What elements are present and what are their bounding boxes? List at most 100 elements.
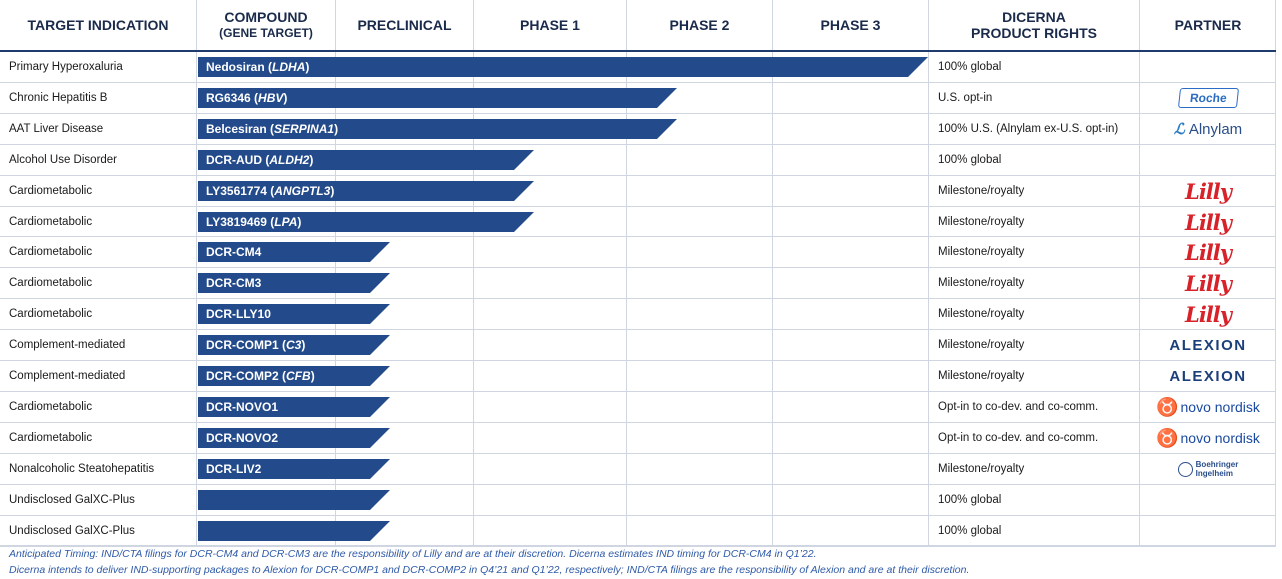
footnote-alexion: Dicerna intends to deliver IND-supportin… — [9, 564, 970, 576]
partner-alexion-logo: ALEXION — [1140, 330, 1276, 360]
progress-bar: DCR-CM3 — [198, 273, 390, 293]
compound-label: LY3561774 (ANGPTL3) — [206, 184, 335, 198]
compound-label: DCR-COMP2 (CFB) — [206, 369, 315, 383]
header-phase2: PHASE 2 — [627, 0, 772, 50]
header-preclinical-label: PRECLINICAL — [357, 17, 452, 33]
apis-bull-icon: ♉ — [1156, 396, 1179, 417]
grid-line — [1275, 0, 1276, 545]
progress-bar: LY3561774 (ANGPTL3) — [198, 181, 534, 201]
alnylam-swoosh-icon: ℒ — [1173, 121, 1189, 138]
row-divider — [0, 422, 1276, 423]
gene-target: ANGPTL3 — [274, 184, 331, 198]
row-rights: Milestone/royalty — [938, 246, 1025, 258]
row-divider — [0, 236, 1276, 237]
header-target-indication-label: TARGET INDICATION — [27, 17, 169, 33]
compound-label: DCR-NOVO1 — [206, 400, 279, 414]
progress-bar — [198, 521, 390, 541]
partner-lilly-logo: Lilly — [1140, 207, 1276, 237]
progress-bar: RG6346 (HBV) — [198, 88, 677, 108]
partner-alexion-logo: ALEXION — [1140, 361, 1276, 391]
header-compound: COMPOUND (GENE TARGET) — [197, 0, 335, 50]
grid-line — [772, 0, 773, 545]
grid-line — [473, 0, 474, 545]
partner-novo-logo: ♉ novo nordisk — [1140, 392, 1276, 422]
row-divider — [0, 391, 1276, 392]
row-indication: Cardiometabolic — [9, 308, 93, 320]
compound-label: Nedosiran (LDHA) — [206, 60, 310, 74]
compound-label: Belcesiran (SERPINA1) — [206, 122, 339, 136]
row-indication: Cardiometabolic — [9, 185, 93, 197]
grid-line — [928, 0, 929, 545]
lilly-logo: Lilly — [1185, 178, 1232, 204]
lilly-logo: Lilly — [1185, 239, 1232, 265]
gene-target: SERPINA1 — [274, 122, 335, 136]
partner-roche-logo: Roche — [1140, 83, 1276, 113]
gene-target: LPA — [274, 215, 298, 229]
header-rights-line2: PRODUCT RIGHTS — [971, 25, 1097, 41]
row-rights: Milestone/royalty — [938, 370, 1025, 382]
row-rights: 100% global — [938, 494, 1002, 506]
row-rights: Milestone/royalty — [938, 185, 1025, 197]
row-rights: Milestone/royalty — [938, 308, 1025, 320]
footnote-timing: Anticipated Timing: IND/CTA filings for … — [9, 548, 817, 560]
row-indication: Undisclosed GalXC-Plus — [9, 525, 135, 537]
row-divider — [0, 453, 1276, 454]
partner-lilly-logo: Lilly — [1140, 299, 1276, 329]
progress-bar: DCR-NOVO1 — [198, 397, 390, 417]
grid-line — [1139, 0, 1140, 545]
progress-bar: DCR-AUD (ALDH2) — [198, 150, 534, 170]
compound-label: LY3819469 (LPA) — [206, 215, 302, 229]
lilly-logo: Lilly — [1185, 209, 1232, 235]
row-rights: Milestone/royalty — [938, 463, 1025, 475]
compound-label: RG6346 (HBV) — [206, 91, 288, 105]
gene-target: CFB — [286, 369, 311, 383]
lilly-logo: Lilly — [1185, 301, 1232, 327]
row-divider — [0, 113, 1276, 114]
novo-nordisk-logo: ♉ novo nordisk — [1156, 427, 1260, 448]
partner-lilly-logo: Lilly — [1140, 237, 1276, 267]
row-rights: Opt-in to co-dev. and co-comm. — [938, 432, 1099, 444]
progress-bar: DCR-LLY10 — [198, 304, 390, 324]
grid-line — [335, 0, 336, 545]
row-divider — [0, 82, 1276, 83]
progress-bar: Belcesiran (SERPINA1) — [198, 119, 677, 139]
row-divider — [0, 267, 1276, 268]
row-rights: 100% global — [938, 154, 1002, 166]
header-compound-sublabel: (GENE TARGET) — [219, 26, 313, 40]
gene-target: LDHA — [272, 60, 306, 74]
partner-bi-logo: Boehringer Ingelheim — [1140, 454, 1276, 484]
progress-bar: Nedosiran (LDHA) — [198, 57, 928, 77]
header-preclinical: PRECLINICAL — [336, 0, 473, 50]
roche-logo: Roche — [1177, 88, 1239, 108]
row-indication: Nonalcoholic Steatohepatitis — [9, 463, 155, 475]
row-divider — [0, 329, 1276, 330]
header-compound-label: COMPOUND — [224, 9, 308, 25]
row-divider — [0, 144, 1276, 145]
header-partner-label: PARTNER — [1174, 17, 1242, 33]
header-rights-line1: DICERNA — [1002, 9, 1066, 25]
row-rights: Opt-in to co-dev. and co-comm. — [938, 401, 1099, 413]
progress-bar: DCR-COMP1 (C3) — [198, 335, 390, 355]
row-indication: Undisclosed GalXC-Plus — [9, 494, 135, 506]
header-phase3: PHASE 3 — [773, 0, 928, 50]
row-divider — [0, 298, 1276, 299]
compound-label: DCR-LLY10 — [206, 307, 271, 321]
row-rights: U.S. opt-in — [938, 92, 993, 104]
gene-target: C3 — [286, 338, 302, 352]
row-indication: Cardiometabolic — [9, 401, 93, 413]
row-indication: Primary Hyperoxaluria — [9, 61, 123, 73]
row-divider — [0, 175, 1276, 176]
header-partner: PARTNER — [1140, 0, 1276, 50]
compound-label: DCR-LIV2 — [206, 462, 262, 476]
row-rights: Milestone/royalty — [938, 277, 1025, 289]
partner-lilly-logo: Lilly — [1140, 176, 1276, 206]
lilly-logo: Lilly — [1185, 270, 1232, 296]
boehringer-wordmark: Boehringer Ingelheim — [1195, 460, 1239, 478]
grid-line — [196, 0, 197, 545]
row-indication: Chronic Hepatitis B — [9, 92, 108, 104]
header-rights: DICERNA PRODUCT RIGHTS — [929, 0, 1139, 50]
row-rights: 100% U.S. (Alnylam ex-U.S. opt-in) — [938, 123, 1119, 135]
novo-nordisk-logo: ♉ novo nordisk — [1156, 396, 1260, 417]
apis-bull-icon: ♉ — [1156, 427, 1179, 448]
header-phase2-label: PHASE 2 — [669, 17, 730, 33]
